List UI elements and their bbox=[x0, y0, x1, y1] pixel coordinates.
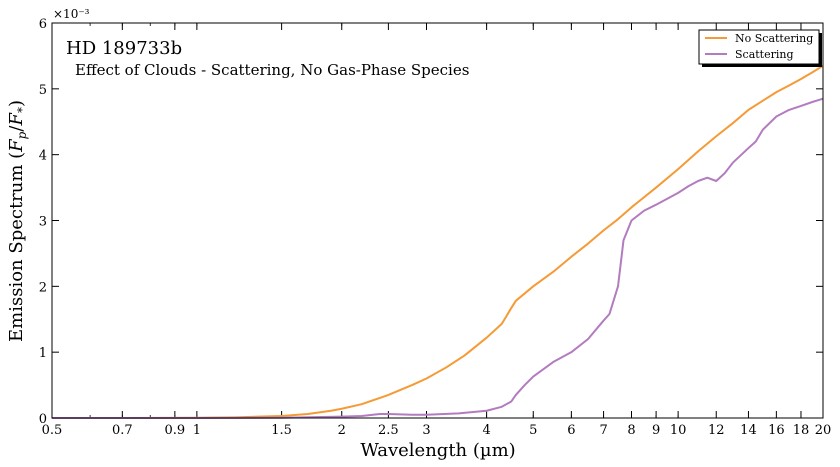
x-tick-label: 0.5 bbox=[42, 423, 63, 438]
x-tick-label: 16 bbox=[768, 423, 785, 438]
x-tick-label: 20 bbox=[815, 423, 832, 438]
y-axis-label: Emission Spectrum (Fp/F*) bbox=[6, 100, 29, 342]
y-tick-label: 0 bbox=[39, 412, 47, 427]
x-tick-label: 3 bbox=[422, 423, 430, 438]
axis-ticks: 0.5 0.7 0.9 1 1.5 2 2.5 3 4 5 6 7 8 9 10 12 14 16 18 200123… bbox=[39, 17, 832, 438]
series-line-no-scattering bbox=[52, 64, 824, 419]
x-tick-label: 5 bbox=[529, 423, 537, 438]
plot-frame bbox=[51, 22, 824, 419]
x-tick-label: 1 bbox=[193, 423, 201, 438]
x-tick-label: 2.5 bbox=[378, 423, 399, 438]
legend-label-no-scattering: No Scattering bbox=[735, 32, 813, 45]
y-tick-label: 4 bbox=[39, 149, 47, 164]
x-tick-label: 9 bbox=[652, 423, 660, 438]
x-tick-label: 10 bbox=[670, 423, 687, 438]
series-line-scattering bbox=[52, 97, 824, 419]
legend-box bbox=[698, 29, 820, 65]
x-axis-label: Wavelength (µm) bbox=[360, 440, 515, 461]
x-tick-label: 6 bbox=[567, 423, 575, 438]
x-tick-label: 18 bbox=[793, 423, 810, 438]
chart-subtitle: Effect of Clouds - Scattering, No Gas-Ph… bbox=[75, 61, 469, 79]
x-tick-label: 14 bbox=[740, 423, 757, 438]
y-tick-label: 6 bbox=[39, 17, 47, 32]
y-tick-label: 3 bbox=[39, 215, 47, 230]
x-tick-label: 0.7 bbox=[112, 423, 133, 438]
x-tick-label: 12 bbox=[708, 423, 725, 438]
chart-title: HD 189733b bbox=[66, 38, 182, 59]
x-tick-label: 4 bbox=[482, 423, 490, 438]
legend: No Scattering Scattering bbox=[698, 29, 822, 67]
x-tick-label: 8 bbox=[627, 423, 635, 438]
series-lines bbox=[52, 64, 824, 419]
y-tick-label: 2 bbox=[39, 280, 47, 295]
x-tick-label: 1.5 bbox=[271, 423, 292, 438]
y-tick-label: 1 bbox=[39, 346, 47, 361]
legend-label-scattering: Scattering bbox=[735, 48, 794, 61]
x-tick-label: 7 bbox=[599, 423, 607, 438]
y-tick-label: 5 bbox=[39, 83, 47, 98]
y-multiplier: ×10⁻³ bbox=[53, 7, 90, 21]
x-tick-label: 2 bbox=[338, 423, 346, 438]
x-tick-label: 0.9 bbox=[165, 423, 186, 438]
